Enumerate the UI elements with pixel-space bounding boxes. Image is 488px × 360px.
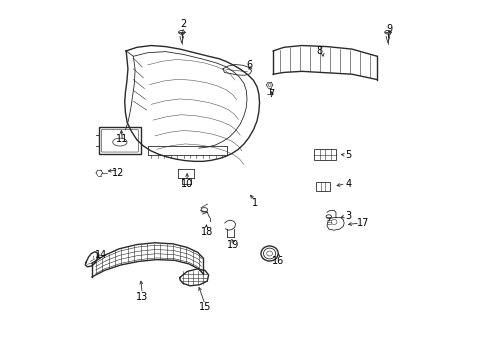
- Text: 14: 14: [95, 250, 107, 260]
- Text: 13: 13: [136, 292, 148, 302]
- Text: 18: 18: [200, 227, 213, 237]
- Text: 11: 11: [116, 134, 128, 144]
- Text: 17: 17: [356, 218, 368, 228]
- Text: 10: 10: [181, 179, 193, 189]
- Text: 16: 16: [272, 256, 284, 266]
- Text: 2: 2: [180, 19, 186, 29]
- Text: 1: 1: [252, 198, 258, 208]
- Text: 19: 19: [226, 239, 239, 249]
- Text: 6: 6: [246, 60, 252, 70]
- Text: 12: 12: [112, 168, 124, 178]
- Text: 15: 15: [199, 302, 211, 312]
- Text: 7: 7: [268, 89, 274, 99]
- Text: 8: 8: [316, 46, 322, 56]
- Text: 3: 3: [345, 211, 351, 221]
- Text: 5: 5: [345, 150, 351, 160]
- Text: 4: 4: [345, 179, 351, 189]
- Text: 9: 9: [386, 24, 392, 35]
